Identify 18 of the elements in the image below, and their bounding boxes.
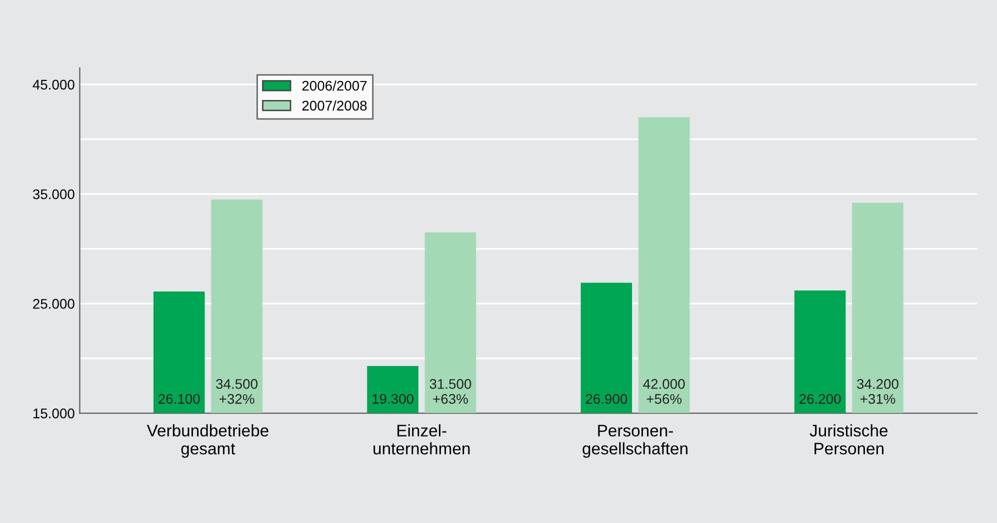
x-tick-label: Einzel- unternehmen — [374, 424, 470, 454]
data-label: 31.500 +63% — [430, 379, 472, 404]
legend-label: 2006/2007 — [302, 80, 367, 91]
y-tick-label: 15.000 — [33, 408, 74, 418]
data-label: 26.100 — [158, 394, 200, 404]
y-tick-label: 25.000 — [33, 298, 74, 309]
data-label: 26.200 — [799, 394, 841, 404]
y-tick-label: 45.000 — [32, 80, 74, 90]
legend-label: 2007/2008 — [302, 100, 367, 111]
x-tick-label: Personen- gesellschaften — [582, 424, 688, 458]
data-label: 34.500 +32% — [216, 379, 258, 404]
data-label: 26.900 — [586, 394, 628, 404]
y-tick-label: 35.000 — [32, 189, 74, 200]
x-tick-label: Juristische Personen — [810, 424, 888, 454]
data-label: 34.200 +31% — [857, 379, 898, 404]
data-label: 19.300 — [372, 394, 414, 404]
x-tick-label: Verbundbetriebe gesamt — [146, 424, 268, 458]
data-label: 42.000 +56% — [643, 379, 685, 404]
